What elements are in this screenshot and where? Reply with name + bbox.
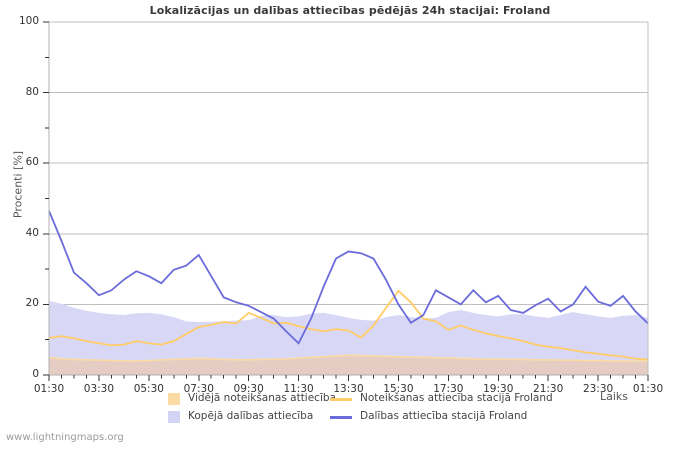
legend-line-icon — [330, 398, 352, 401]
area-total-participation — [49, 300, 648, 375]
legend-swatch-icon — [168, 393, 180, 405]
y-tick-label-80: 80 — [25, 85, 39, 98]
legend-label: Kopējā dalības attiecība — [188, 410, 314, 422]
x-tick-label-19-30: 19:30 — [483, 383, 514, 395]
y-tick-label-60: 60 — [25, 156, 39, 169]
x-tick-label-01-30: 01:30 — [33, 383, 65, 395]
x-tick-label-05-30: 05:30 — [133, 383, 164, 395]
legend-swatch-icon — [168, 411, 180, 423]
legend-label: Dalības attiecība stacijā Froland — [360, 410, 528, 422]
y-tick-label-20: 20 — [25, 297, 39, 310]
x-tick-label-01-30: 01:30 — [632, 383, 664, 395]
watermark-label: www.lightningmaps.org — [6, 432, 124, 443]
chart-legend: Vidējā noteikšanas attiecība Noteikšanas … — [0, 390, 700, 430]
x-tick-label-21-30: 21:30 — [533, 383, 564, 395]
area-average-detection — [49, 355, 648, 375]
legend-label: Noteikšanas attiecība stacijā Froland — [360, 392, 553, 404]
x-tick-label-13-30: 13:30 — [333, 383, 364, 395]
legend-line-icon — [330, 416, 352, 419]
line-station-participation — [48, 210, 649, 345]
line-average-detection — [48, 354, 648, 363]
x-tick-label-07-30: 07:30 — [183, 383, 214, 395]
legend-label: Vidējā noteikšanas attiecība — [188, 392, 336, 404]
line-station-detection — [48, 289, 649, 361]
y-tick-label-40: 40 — [25, 226, 39, 239]
y-tick-label-0: 0 — [32, 368, 39, 380]
x-tick-label-17-30: 17:30 — [433, 383, 464, 395]
x-tick-label-23-30: 23:30 — [582, 383, 614, 395]
x-tick-label-11-30: 11:30 — [283, 383, 314, 395]
x-tick-label-09-30: 09:30 — [233, 383, 264, 395]
x-axis-label: Laiks — [600, 390, 629, 403]
x-tick-label-15-30: 15:30 — [383, 383, 414, 395]
y-tick-label-100: 100 — [18, 15, 39, 27]
x-tick-label-03-30: 03:30 — [83, 383, 115, 395]
chart-title: Lokalizācijas un dalības attiecības pēdē… — [149, 4, 551, 17]
